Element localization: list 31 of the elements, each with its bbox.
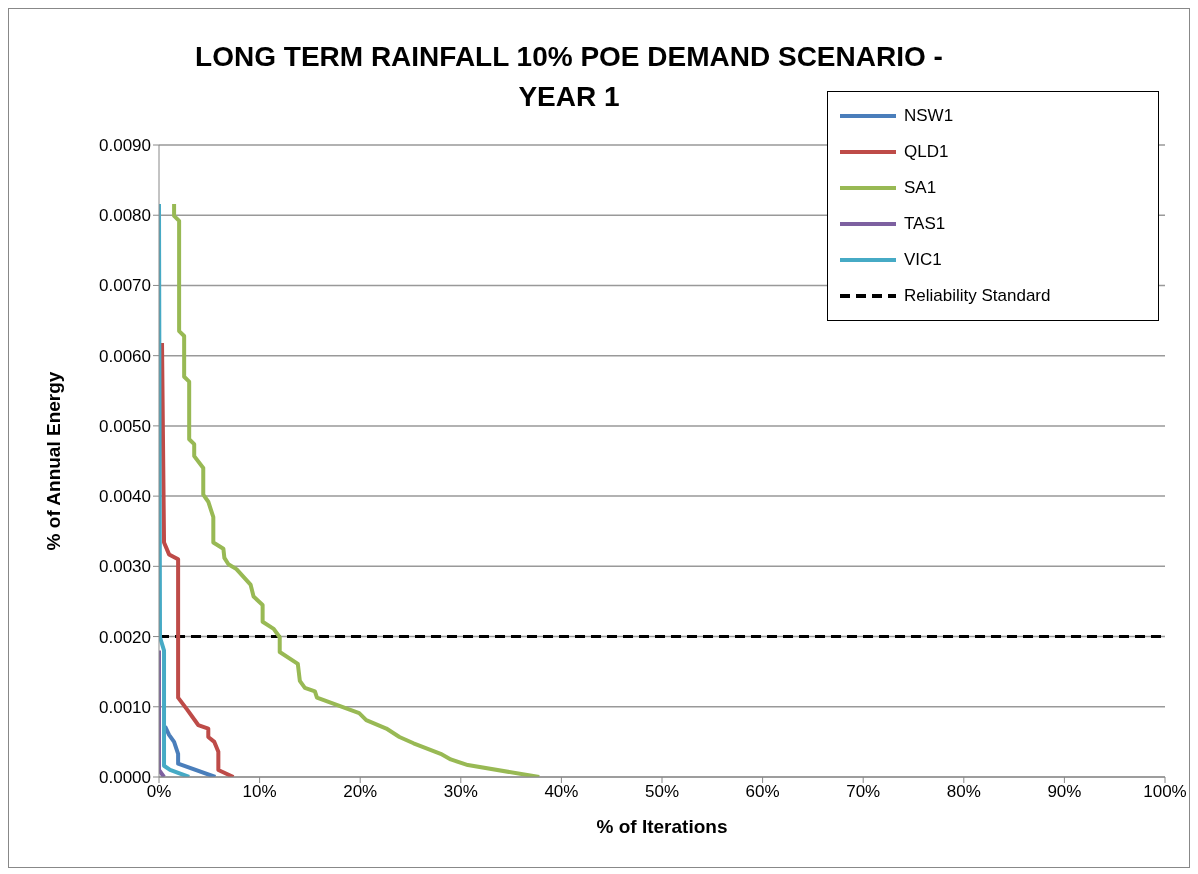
y-tick-label: 0.0090 xyxy=(99,136,151,156)
x-tick-label: 80% xyxy=(946,782,981,802)
x-tick-label: 10% xyxy=(242,782,277,802)
y-axis-title: % of Annual Energy xyxy=(42,371,64,551)
y-tick-label: 0.0010 xyxy=(99,697,151,717)
x-tick-label: 30% xyxy=(443,782,478,802)
x-tick-label: 0% xyxy=(146,782,172,802)
y-tick-label: 0.0060 xyxy=(99,346,151,366)
x-tick-label: 60% xyxy=(745,782,780,802)
legend-label: TAS1 xyxy=(904,214,946,234)
legend-label: SA1 xyxy=(904,178,937,198)
line-series xyxy=(160,341,236,777)
y-tick-label: 0.0070 xyxy=(99,276,151,296)
y-tick-label: 0.0020 xyxy=(99,627,151,647)
legend-label: QLD1 xyxy=(904,142,949,162)
line-series xyxy=(172,201,542,777)
x-tick-label: 70% xyxy=(846,782,881,802)
legend-label: Reliability Standard xyxy=(904,286,1051,306)
y-tick-label: 0.0080 xyxy=(99,206,151,226)
x-tick-label: 90% xyxy=(1047,782,1082,802)
legend-label: VIC1 xyxy=(904,250,942,270)
line-series xyxy=(163,724,218,777)
line-series xyxy=(159,201,192,777)
x-axis-title: % of Iterations xyxy=(596,816,728,837)
y-tick-label: 0.0030 xyxy=(99,557,151,577)
x-tick-label: 100% xyxy=(1143,782,1187,802)
x-tick-label: 20% xyxy=(343,782,378,802)
y-tick-label: 0.0040 xyxy=(99,487,151,507)
y-tick-label: 0.0050 xyxy=(99,416,151,436)
x-tick-label: 50% xyxy=(644,782,680,802)
x-tick-label: 40% xyxy=(544,782,579,802)
